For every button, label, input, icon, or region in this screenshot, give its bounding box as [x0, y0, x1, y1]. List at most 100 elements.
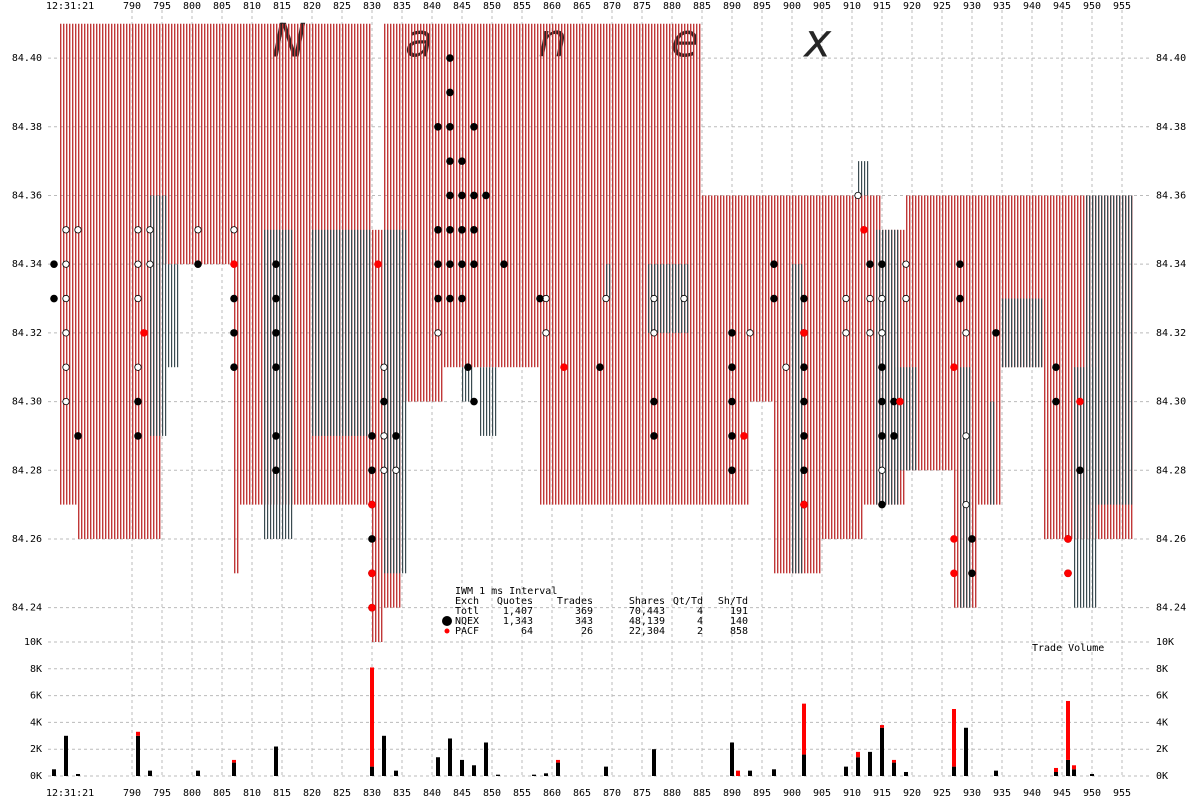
trade-dot: [902, 260, 910, 268]
x-tick-label: 850: [483, 788, 501, 799]
x-tick-label: 910: [843, 1, 861, 12]
time-label: 12:31:21: [46, 1, 94, 12]
trade-dot: [194, 260, 202, 268]
vol-tick-label: 0K: [1156, 771, 1168, 782]
volume-bar: [868, 751, 872, 776]
spread-band: [702, 195, 750, 505]
trade-dot: [740, 432, 748, 440]
x-tick-label: 820: [303, 788, 321, 799]
volume-bar: [76, 773, 80, 776]
trade-dot: [992, 329, 1000, 337]
locked-band: [264, 229, 294, 539]
x-tick-label: 910: [843, 788, 861, 799]
volume-bar: [532, 774, 536, 776]
table-cell: 140: [730, 616, 748, 627]
trade-dot: [800, 397, 808, 406]
x-tick-label: 915: [873, 1, 891, 12]
x-tick-label: 920: [903, 788, 921, 799]
trade-dot: [446, 191, 454, 200]
table-header: Qt/Td: [673, 596, 703, 607]
trade-dot: [650, 397, 658, 406]
trade-dot: [458, 157, 466, 165]
locked-band: [168, 264, 180, 368]
trade-dot: [134, 397, 142, 406]
table-cell: 191: [730, 606, 748, 617]
y-tick-label: 84.26: [12, 534, 42, 545]
trade-dot: [746, 329, 754, 337]
trade-dot: [230, 226, 238, 234]
locked-band: [150, 195, 168, 436]
volume-bar: [544, 773, 548, 776]
trade-dot: [1076, 466, 1084, 475]
volume-bar: [496, 774, 500, 776]
x-tick-label: 935: [993, 788, 1011, 799]
trade-dot: [62, 363, 70, 371]
trade-dot: [968, 569, 976, 578]
x-tick-label: 945: [1053, 788, 1071, 799]
locked-band: [312, 229, 372, 436]
locked-band: [462, 367, 474, 402]
volume-bar: [460, 759, 464, 776]
vol-tick-label: 6K: [1156, 691, 1168, 702]
trade-dot: [968, 535, 976, 543]
volume-bar: [844, 766, 848, 776]
trade-dot: [770, 294, 778, 303]
spread-band: [162, 23, 234, 265]
table-cell: 22,304: [629, 626, 665, 637]
y-tick-label: 84.30: [12, 397, 42, 408]
trade-dot: [800, 466, 808, 475]
x-tick-label: 905: [813, 1, 831, 12]
table-cell: 4: [697, 616, 703, 627]
trade-dot: [866, 260, 874, 268]
trade-dot: [890, 432, 898, 440]
volume-bar: [274, 746, 278, 776]
trade-dot: [962, 501, 970, 509]
trade-dot: [446, 226, 454, 234]
trade-dot: [800, 500, 808, 509]
locked-band: [792, 264, 804, 574]
trade-dot: [770, 260, 778, 268]
x-tick-label: 815: [273, 1, 291, 12]
volume-bar: [1066, 700, 1070, 760]
y-tick-label: 84.24: [1156, 603, 1186, 614]
trade-dot: [272, 432, 280, 440]
trade-dot: [74, 226, 82, 234]
y-tick-label: 84.36: [12, 190, 42, 201]
trade-dot: [596, 363, 604, 372]
volume-bar: [472, 765, 476, 776]
trade-dot: [446, 122, 454, 131]
volume-bar: [748, 770, 752, 776]
x-tick-label: 890: [723, 1, 741, 12]
y-tick-label: 84.40: [1156, 53, 1186, 64]
trade-dot: [446, 54, 454, 62]
trade-dot: [1052, 363, 1060, 372]
table-cell: PACF: [455, 626, 479, 637]
x-tick-label: 805: [213, 1, 231, 12]
volume-bar: [1090, 773, 1094, 776]
volume-bar: [736, 770, 740, 776]
y-tick-label: 84.30: [1156, 397, 1186, 408]
spread-band: [402, 23, 444, 402]
y-tick-label: 84.28: [1156, 465, 1186, 476]
trade-dot: [1052, 397, 1060, 406]
trades: [50, 54, 1084, 612]
trade-dot: [446, 260, 454, 268]
trade-dot: [380, 432, 388, 440]
trade-dot: [62, 226, 70, 234]
volume-bar: [232, 759, 236, 763]
trade-dot: [458, 294, 466, 303]
volume-bar: [436, 757, 440, 776]
volume-bar: [856, 751, 860, 758]
locked-band: [606, 264, 612, 299]
locked-band: [1002, 298, 1044, 368]
volume-bar: [952, 709, 956, 767]
volume-bar: [952, 766, 956, 776]
table-header: Quotes: [497, 596, 533, 607]
trade-dot: [950, 535, 958, 543]
x-tick-label: 925: [933, 1, 951, 12]
trade-dot: [458, 226, 466, 234]
x-tick-label: 830: [363, 1, 381, 12]
trade-dot: [272, 260, 280, 268]
trade-dot: [860, 226, 868, 234]
trade-dot: [866, 294, 874, 303]
